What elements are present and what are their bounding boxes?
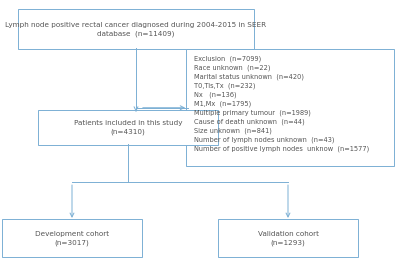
Text: Patients included in this study
(n=4310): Patients included in this study (n=4310) [74,120,182,135]
FancyBboxPatch shape [2,219,142,257]
FancyBboxPatch shape [38,110,218,145]
FancyBboxPatch shape [186,49,394,166]
Text: Development cohort
(n=3017): Development cohort (n=3017) [35,231,109,246]
FancyBboxPatch shape [18,9,254,49]
Text: Exclusion  (n=7099)
Race unknown  (n=22)
Marital status unknown  (n=420)
T0,Tis,: Exclusion (n=7099) Race unknown (n=22) M… [194,55,369,152]
FancyBboxPatch shape [218,219,358,257]
Text: Lymph node positive rectal cancer diagnosed during 2004-2015 in SEER
database  (: Lymph node positive rectal cancer diagno… [6,22,266,37]
Text: Validation cohort
(n=1293): Validation cohort (n=1293) [258,231,318,246]
